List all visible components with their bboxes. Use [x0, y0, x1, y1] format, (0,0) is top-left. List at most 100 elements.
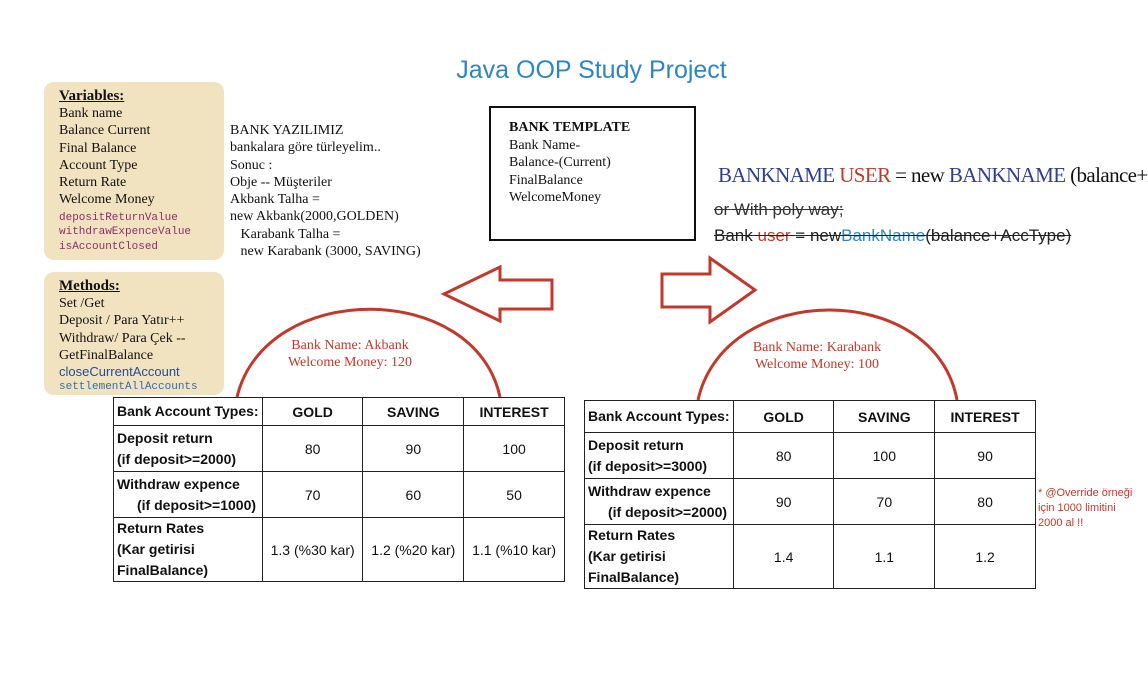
override-note-line: 2000 al !!	[1038, 517, 1084, 529]
bank-software-line: bankalara göre türleyelim..	[230, 140, 381, 156]
formula-new: = new	[895, 163, 945, 187]
variable-item: Welcome Money	[59, 192, 155, 208]
row-label-line: (Kar getirisi	[117, 541, 195, 557]
formula-class: BankName	[841, 226, 926, 245]
bank-software-line: BANK YAZILIMIZ	[230, 123, 344, 138]
bank-software-text: BANK YAZILIMIZ bankalara göre türleyelim…	[230, 122, 421, 260]
table-cell: 80	[934, 478, 1036, 525]
table-row: Return Rates (Kar getirisi FinalBalance) 1…	[584, 524, 1036, 589]
formula-args-2: (balance+AccType)	[925, 226, 1072, 245]
bank-software-line: new Akbank(2000,GOLDEN)	[230, 209, 399, 225]
variables-note: Variables: Bank name Balance Current Fin…	[44, 82, 224, 260]
row-label-line: FinalBalance)	[588, 569, 680, 585]
row-label-line: FinalBalance)	[117, 562, 209, 578]
akbank-dome	[235, 307, 502, 398]
variable-code-item: withdrawExpenceValue	[59, 226, 192, 239]
karabank-welcome: Welcome Money: 100	[754, 357, 880, 372]
table-header-cell: SAVING	[833, 400, 936, 433]
table-cell: 1.2	[934, 524, 1036, 589]
bank-software-line: Obje -- Müşteriler	[230, 174, 332, 190]
formula-line-1: BANKNAME USER = new BANKNAME (balance+Ac…	[718, 163, 1148, 188]
table-cell: 90	[362, 425, 465, 472]
page-title: Java OOP Study Project	[456, 56, 727, 84]
table-header-cell: INTEREST	[463, 397, 565, 426]
formula-user-var: user	[757, 226, 791, 245]
akbank-name: Bank Name: Akbank	[291, 338, 409, 353]
methods-header: Methods:	[59, 278, 120, 294]
row-label-line: (if deposit>=2000)	[117, 450, 237, 467]
table-cell: 70	[261, 471, 364, 518]
table-cell: 60	[362, 471, 465, 518]
table-cell: 90	[934, 432, 1036, 479]
variable-item: Account Type	[59, 157, 138, 173]
table-cell: 1.1	[833, 524, 936, 589]
table-header-row: Bank Account Types: GOLD SAVING INTEREST	[584, 400, 1036, 433]
row-label: Deposit return (if deposit>=2000)	[113, 425, 263, 472]
row-label-line: (if deposit>=2000)	[608, 503, 728, 520]
method-highlight-item: closeCurrentAccount	[59, 364, 180, 380]
method-code-item: settlementAllAccounts	[59, 381, 198, 394]
table-cell: 50	[463, 471, 565, 518]
akbank-welcome: Welcome Money: 120	[287, 355, 413, 370]
karabank-dome	[696, 308, 959, 401]
table-header-cell: Bank Account Types:	[584, 400, 734, 433]
bank-software-line: Sonuc :	[230, 157, 273, 173]
formula-line-3: Bank user = newBankName(balance+AccType)	[714, 226, 1071, 246]
row-label-line: Return Rates	[588, 527, 676, 543]
formula-new-2: = new	[795, 226, 842, 245]
formula-bank: Bank	[714, 226, 753, 245]
row-label: Deposit return (if deposit>=3000)	[584, 432, 734, 479]
table-header-cell: Bank Account Types:	[113, 397, 263, 426]
formula-args: (balance+AccType)	[1070, 163, 1148, 187]
akbank-account-table: Bank Account Types: GOLD SAVING INTEREST…	[113, 397, 565, 582]
row-label: Withdraw expence (if deposit>=2000)	[584, 478, 734, 525]
bank-software-line: Akbank Talha =	[230, 192, 320, 208]
table-cell: 1.4	[732, 524, 835, 589]
table-header-cell: GOLD	[261, 397, 364, 426]
row-label: Return Rates (Kar getirisi FinalBalance)	[584, 524, 734, 589]
akbank-label: Bank Name: Akbank Welcome Money: 120	[270, 337, 430, 371]
variable-item: Bank name	[59, 106, 123, 121]
row-label-line: Withdraw expence	[117, 475, 240, 492]
variable-code-item: isAccountClosed	[59, 240, 159, 253]
karabank-account-table: Bank Account Types: GOLD SAVING INTEREST…	[584, 400, 1036, 589]
table-cell: 100	[833, 432, 936, 479]
table-cell: 1.1 (%10 kar)	[463, 517, 565, 582]
row-label-line: Deposit return	[117, 429, 213, 446]
row-label-line: (if deposit>=3000)	[588, 457, 708, 474]
table-row: Deposit return (if deposit>=2000) 80 90 1…	[113, 425, 565, 472]
table-cell: 1.3 (%30 kar)	[261, 517, 364, 582]
table-row: Withdraw expence (if deposit>=2000) 90 70…	[584, 478, 1036, 525]
table-header-cell: INTEREST	[934, 400, 1036, 433]
row-label: Return Rates (Kar getirisi FinalBalance)	[113, 517, 263, 582]
bank-software-line: new Karabank (3000, SAVING)	[230, 244, 421, 260]
override-note-line: için 1000 limitini	[1038, 502, 1116, 514]
variable-item: Final Balance	[59, 140, 137, 156]
formula-bankname-2: BANKNAME	[948, 163, 1066, 187]
override-note: * @Override örneği için 1000 limitini 20…	[1038, 486, 1143, 531]
variable-item: Balance Current	[59, 123, 151, 139]
method-item: Deposit / Para Yatır++	[59, 313, 185, 329]
table-cell: 70	[833, 478, 936, 525]
override-note-line: * @Override örneği	[1038, 487, 1133, 499]
karabank-name: Bank Name: Karabank	[752, 340, 882, 355]
left-arrow-icon	[440, 264, 554, 324]
table-cell: 100	[463, 425, 565, 472]
methods-note: Methods: Set /Get Deposit / Para Yatır++…	[44, 272, 224, 395]
table-cell: 80	[261, 425, 364, 472]
variable-item: Return Rate	[59, 175, 127, 191]
karabank-label: Bank Name: Karabank Welcome Money: 100	[737, 339, 897, 373]
table-header-cell: GOLD	[732, 400, 835, 433]
method-item: Withdraw/ Para Çek --	[59, 330, 186, 346]
table-header-cell: SAVING	[362, 397, 465, 426]
template-field: Balance-(Current)	[509, 155, 611, 170]
bank-software-line: Karabank Talha =	[230, 226, 341, 242]
method-item: GetFinalBalance	[59, 347, 154, 363]
row-label: Withdraw expence (if deposit>=1000)	[113, 471, 263, 518]
table-cell: 1.2 (%20 kar)	[362, 517, 465, 582]
row-label-line: Withdraw expence	[588, 482, 711, 499]
method-item: Set /Get	[59, 296, 105, 311]
table-cell: 90	[732, 478, 835, 525]
formula-bankname: BANKNAME	[718, 163, 835, 187]
right-arrow-icon	[660, 255, 758, 325]
